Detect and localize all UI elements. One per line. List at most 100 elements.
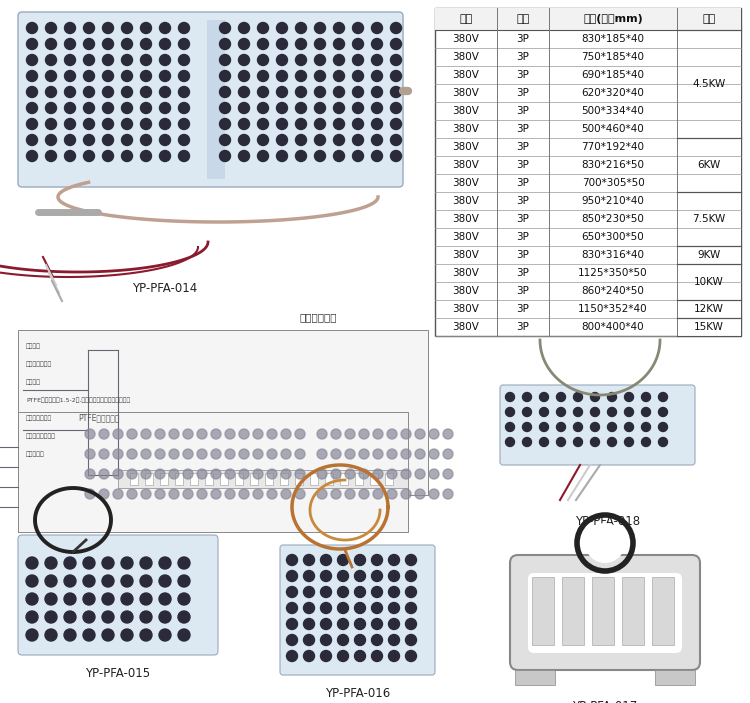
Circle shape (64, 611, 76, 623)
Circle shape (371, 602, 382, 614)
Circle shape (26, 55, 38, 65)
Circle shape (113, 449, 123, 459)
Text: 3P: 3P (517, 88, 530, 98)
Circle shape (320, 619, 332, 629)
Circle shape (169, 429, 179, 439)
Circle shape (160, 39, 170, 49)
Circle shape (371, 103, 382, 113)
Circle shape (625, 392, 634, 401)
Circle shape (296, 103, 307, 113)
Circle shape (83, 55, 94, 65)
Circle shape (338, 602, 349, 614)
Circle shape (45, 629, 57, 641)
Text: 380V: 380V (452, 304, 479, 314)
Circle shape (556, 437, 566, 446)
Text: 12KW: 12KW (694, 304, 724, 314)
Circle shape (443, 449, 453, 459)
Bar (592, 577, 614, 645)
Circle shape (197, 449, 207, 459)
Circle shape (257, 134, 268, 146)
Bar (295, 473, 303, 485)
Bar (652, 577, 674, 645)
Circle shape (277, 119, 287, 129)
Circle shape (355, 571, 365, 581)
Circle shape (64, 593, 76, 605)
Circle shape (140, 629, 152, 641)
Text: 380V: 380V (452, 286, 479, 296)
Circle shape (122, 39, 133, 49)
Circle shape (267, 489, 277, 499)
Circle shape (83, 22, 94, 34)
Text: 绝缘腰板: 绝缘腰板 (26, 380, 41, 385)
Circle shape (45, 611, 57, 623)
Bar (220, 473, 228, 485)
Circle shape (178, 70, 190, 82)
Circle shape (220, 103, 230, 113)
Circle shape (83, 557, 95, 569)
Circle shape (286, 555, 298, 565)
Bar (175, 473, 183, 485)
Circle shape (320, 635, 332, 645)
Text: 380V: 380V (452, 268, 479, 278)
Text: 380V: 380V (452, 232, 479, 242)
Circle shape (338, 571, 349, 581)
Circle shape (26, 150, 38, 162)
Circle shape (257, 39, 268, 49)
Text: 3P: 3P (517, 232, 530, 242)
Circle shape (140, 55, 152, 65)
Circle shape (257, 150, 268, 162)
Text: 电路线路过滤片: 电路线路过滤片 (26, 361, 53, 367)
Circle shape (26, 119, 38, 129)
Bar (18, 330, 428, 495)
Bar (130, 473, 138, 485)
Circle shape (506, 392, 515, 401)
Circle shape (556, 423, 566, 432)
Circle shape (295, 469, 305, 479)
Circle shape (64, 55, 76, 65)
Circle shape (83, 593, 95, 605)
Circle shape (64, 70, 76, 82)
Text: 690*185*40: 690*185*40 (581, 70, 644, 80)
Circle shape (277, 86, 287, 98)
Circle shape (140, 557, 152, 569)
Circle shape (83, 575, 95, 587)
Circle shape (286, 619, 298, 629)
Circle shape (103, 70, 113, 82)
Text: 4.5KW: 4.5KW (692, 79, 725, 89)
Circle shape (314, 22, 326, 34)
Circle shape (304, 602, 314, 614)
Circle shape (523, 408, 532, 416)
Circle shape (345, 469, 355, 479)
Circle shape (140, 39, 152, 49)
Circle shape (314, 39, 326, 49)
Circle shape (183, 429, 193, 439)
Bar (280, 473, 288, 485)
Circle shape (415, 469, 425, 479)
Circle shape (122, 134, 133, 146)
Text: 750*185*40: 750*185*40 (581, 52, 644, 62)
Bar (207, 20, 225, 179)
Circle shape (295, 429, 305, 439)
Circle shape (121, 629, 133, 641)
Circle shape (556, 408, 566, 416)
Circle shape (267, 429, 277, 439)
Text: 700*305*50: 700*305*50 (582, 178, 644, 188)
Circle shape (85, 449, 95, 459)
Text: 380V: 380V (452, 52, 479, 62)
Circle shape (296, 119, 307, 129)
Circle shape (388, 602, 400, 614)
Circle shape (320, 555, 332, 565)
Circle shape (352, 70, 364, 82)
Circle shape (127, 489, 137, 499)
Circle shape (406, 586, 416, 598)
Bar (435, 8, 741, 30)
Circle shape (253, 449, 263, 459)
Circle shape (371, 571, 382, 581)
Circle shape (46, 86, 56, 98)
Circle shape (178, 150, 190, 162)
Circle shape (338, 619, 349, 629)
Circle shape (296, 134, 307, 146)
Circle shape (26, 134, 38, 146)
Circle shape (585, 523, 625, 563)
Text: 650*300*50: 650*300*50 (582, 232, 644, 242)
